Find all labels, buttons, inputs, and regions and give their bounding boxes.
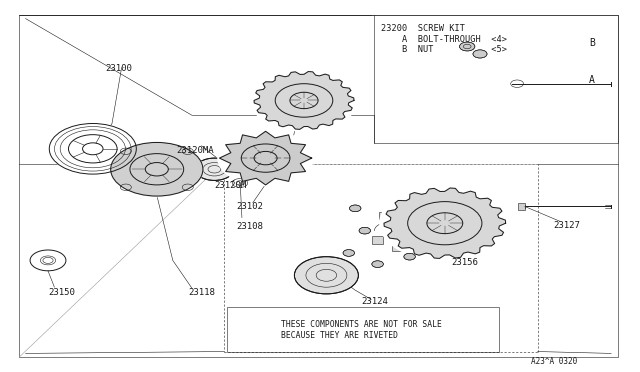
Circle shape — [343, 250, 355, 256]
Circle shape — [460, 42, 475, 51]
Circle shape — [294, 257, 358, 294]
Text: 23118: 23118 — [189, 288, 216, 296]
Polygon shape — [220, 131, 312, 185]
Text: 23150: 23150 — [48, 288, 75, 296]
Text: 23102: 23102 — [237, 202, 264, 211]
Polygon shape — [254, 71, 354, 129]
Bar — [395, 219, 405, 227]
Circle shape — [195, 158, 234, 180]
Circle shape — [359, 227, 371, 234]
Text: 23120M: 23120M — [214, 182, 246, 190]
Circle shape — [473, 50, 487, 58]
Bar — [392, 244, 402, 251]
Circle shape — [404, 253, 415, 260]
Text: B: B — [589, 38, 595, 48]
Polygon shape — [111, 142, 203, 196]
Text: 23156: 23156 — [451, 258, 478, 267]
Circle shape — [417, 227, 428, 234]
Circle shape — [372, 261, 383, 267]
Circle shape — [108, 141, 205, 198]
Text: 23200  SCREW KIT
    A  BOLT-THROUGH  <4>
    B  NUT           <5>: 23200 SCREW KIT A BOLT-THROUGH <4> B NUT… — [381, 24, 507, 54]
Circle shape — [217, 130, 314, 186]
Bar — [372, 236, 383, 244]
Circle shape — [250, 69, 358, 132]
Polygon shape — [384, 188, 506, 259]
Bar — [227, 307, 499, 352]
Text: 23127: 23127 — [554, 221, 580, 230]
Text: A23^A 0320: A23^A 0320 — [531, 357, 577, 366]
Bar — [374, 15, 618, 143]
Text: THESE COMPONENTS ARE NOT FOR SALE
BECAUSE THEY ARE RIVETED: THESE COMPONENTS ARE NOT FOR SALE BECAUS… — [281, 320, 442, 340]
Circle shape — [404, 201, 415, 208]
Circle shape — [49, 123, 137, 174]
Text: 23100: 23100 — [106, 64, 132, 73]
Bar — [379, 212, 389, 219]
Text: 23108: 23108 — [237, 222, 264, 231]
Bar — [518, 203, 525, 210]
Circle shape — [349, 205, 361, 212]
Text: A: A — [589, 75, 595, 85]
Text: 23120MA: 23120MA — [176, 146, 214, 155]
Circle shape — [379, 185, 511, 262]
Text: 23124: 23124 — [362, 297, 388, 306]
